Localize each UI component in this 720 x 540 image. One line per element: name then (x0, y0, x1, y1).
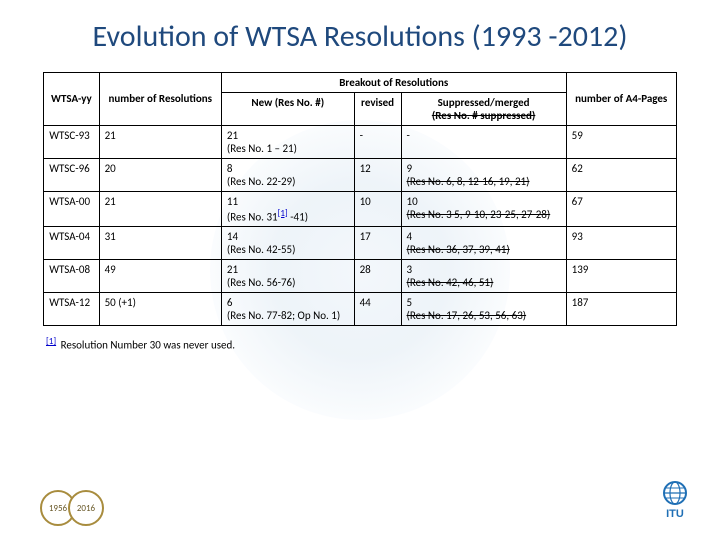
new-detail: (Res No. 1 – 21) (227, 142, 297, 155)
cell-assembly: WTSA-04 (44, 227, 99, 260)
new-detail: (Res No. 77-82; Op No. 1) (227, 309, 340, 322)
cell-pages: 139 (566, 260, 676, 293)
new-count: 21 (227, 129, 238, 142)
cell-new: 8(Res No. 22-29) (221, 158, 354, 191)
cell-numres: 50 (+1) (99, 293, 221, 326)
page-title: Evolution of WTSA Resolutions (1993 -201… (0, 0, 720, 66)
cell-numres: 20 (99, 158, 221, 191)
itu-logo-icon: ITU (652, 475, 698, 526)
cell-revised: - (354, 125, 401, 158)
supp-detail: (Res No. 36, 37, 39, 41) (407, 243, 510, 256)
table-row: WTSA-00 21 11(Res No. 31[1] -41) 10 10(R… (44, 191, 677, 227)
footnote-marker[interactable]: [1] (46, 336, 56, 347)
supp-count: 9 (407, 162, 413, 175)
cell-numres: 21 (99, 191, 221, 227)
table-row: WTSA-08 49 21(Res No. 56-76) 28 3(Res No… (44, 260, 677, 293)
cell-assembly: WTSC-93 (44, 125, 99, 158)
cell-new: 14(Res No. 42-55) (221, 227, 354, 260)
cell-assembly: WTSA-00 (44, 191, 99, 227)
ring-year: 1956 (49, 503, 67, 514)
col-suppressed-detail: (Res No. # suppressed) (432, 109, 536, 122)
cell-supp: 10(Res No. 3 5, 9-10, 23-25, 27-28) (401, 191, 566, 227)
new-count: 14 (227, 230, 238, 243)
col-revised: revised (354, 92, 401, 125)
col-suppressed-label: Suppressed/merged (438, 96, 530, 109)
cell-revised: 10 (354, 191, 401, 227)
cell-assembly: WTSA-08 (44, 260, 99, 293)
col-new: New (Res No. #) (221, 92, 354, 125)
cell-new: 11 (Res No. 31[1] -41) (221, 191, 354, 227)
footnote-text: Resolution Number 30 was never used. (58, 339, 235, 352)
supp-count: 5 (407, 296, 413, 309)
anniversary-logo: 1956 2016 (40, 490, 104, 526)
new-count: 11 (227, 195, 238, 208)
col-breakout: Breakout of Resolutions (221, 72, 566, 92)
cell-supp: 3(Res No. 42, 46, 51) (401, 260, 566, 293)
cell-revised: 44 (354, 293, 401, 326)
supp-count: 3 (407, 263, 413, 276)
cell-new: 21(Res No. 1 – 21) (221, 125, 354, 158)
ring-2016-icon: 2016 (68, 490, 104, 526)
new-detail: (Res No. 56-76) (227, 276, 296, 289)
table-row: WTSC-96 20 8(Res No. 22-29) 12 9(Res No.… (44, 158, 677, 191)
new-detail: (Res No. 42-55) (227, 243, 296, 256)
cell-supp: 5(Res No. 17, 26, 53, 56, 63) (401, 293, 566, 326)
logo-bar: 1956 2016 ITU (0, 482, 720, 530)
table-row: WTSA-12 50 (+1) 6(Res No. 77-82; Op No. … (44, 293, 677, 326)
supp-detail: (Res No. 6, 8, 12-16, 19, 21) (407, 175, 530, 188)
cell-assembly: WTSC-96 (44, 158, 99, 191)
new-detail: (Res No. 22-29) (227, 175, 296, 188)
slide-content: Evolution of WTSA Resolutions (1993 -201… (0, 0, 720, 352)
resolutions-table: WTSA-yy number of Resolutions Breakout o… (43, 72, 677, 327)
cell-revised: 28 (354, 260, 401, 293)
cell-revised: 17 (354, 227, 401, 260)
new-detail-pre: (Res No. 31 (227, 210, 278, 223)
ring-year: 2016 (77, 503, 95, 514)
new-count: 21 (227, 263, 238, 276)
supp-count: 4 (407, 230, 413, 243)
cell-new: 21(Res No. 56-76) (221, 260, 354, 293)
cell-pages: 187 (566, 293, 676, 326)
cell-new: 6(Res No. 77-82; Op No. 1) (221, 293, 354, 326)
cell-supp: - (401, 125, 566, 158)
cell-numres: 31 (99, 227, 221, 260)
col-numres: number of Resolutions (99, 72, 221, 125)
table-row: WTSC-93 21 21(Res No. 1 – 21) - - 59 (44, 125, 677, 158)
cell-pages: 62 (566, 158, 676, 191)
cell-revised: 12 (354, 158, 401, 191)
cell-pages: 93 (566, 227, 676, 260)
supp-detail: (Res No. 3 5, 9-10, 23-25, 27-28) (407, 208, 551, 221)
col-assembly: WTSA-yy (44, 72, 99, 125)
col-pages: number of A4-Pages (566, 72, 676, 125)
cell-supp: 4(Res No. 36, 37, 39, 41) (401, 227, 566, 260)
cell-pages: 67 (566, 191, 676, 227)
cell-numres: 49 (99, 260, 221, 293)
supp-detail: (Res No. 42, 46, 51) (407, 276, 494, 289)
supp-detail: (Res No. 17, 26, 53, 56, 63) (407, 309, 527, 322)
table-row: WTSA-04 31 14(Res No. 42-55) 17 4(Res No… (44, 227, 677, 260)
col-suppressed: Suppressed/merged (Res No. # suppressed) (401, 92, 566, 125)
new-detail-post: -41) (288, 210, 308, 223)
supp-count: 10 (407, 195, 418, 208)
cell-assembly: WTSA-12 (44, 293, 99, 326)
supp-count: - (407, 129, 410, 142)
table-body: WTSC-93 21 21(Res No. 1 – 21) - - 59 WTS… (44, 125, 677, 326)
cell-numres: 21 (99, 125, 221, 158)
svg-text:ITU: ITU (666, 508, 684, 520)
new-count: 6 (227, 296, 233, 309)
footnote-ref-link[interactable]: [1] (278, 208, 288, 219)
new-count: 8 (227, 162, 233, 175)
footnote: [1] Resolution Number 30 was never used. (46, 336, 720, 352)
cell-pages: 59 (566, 125, 676, 158)
cell-supp: 9(Res No. 6, 8, 12-16, 19, 21) (401, 158, 566, 191)
